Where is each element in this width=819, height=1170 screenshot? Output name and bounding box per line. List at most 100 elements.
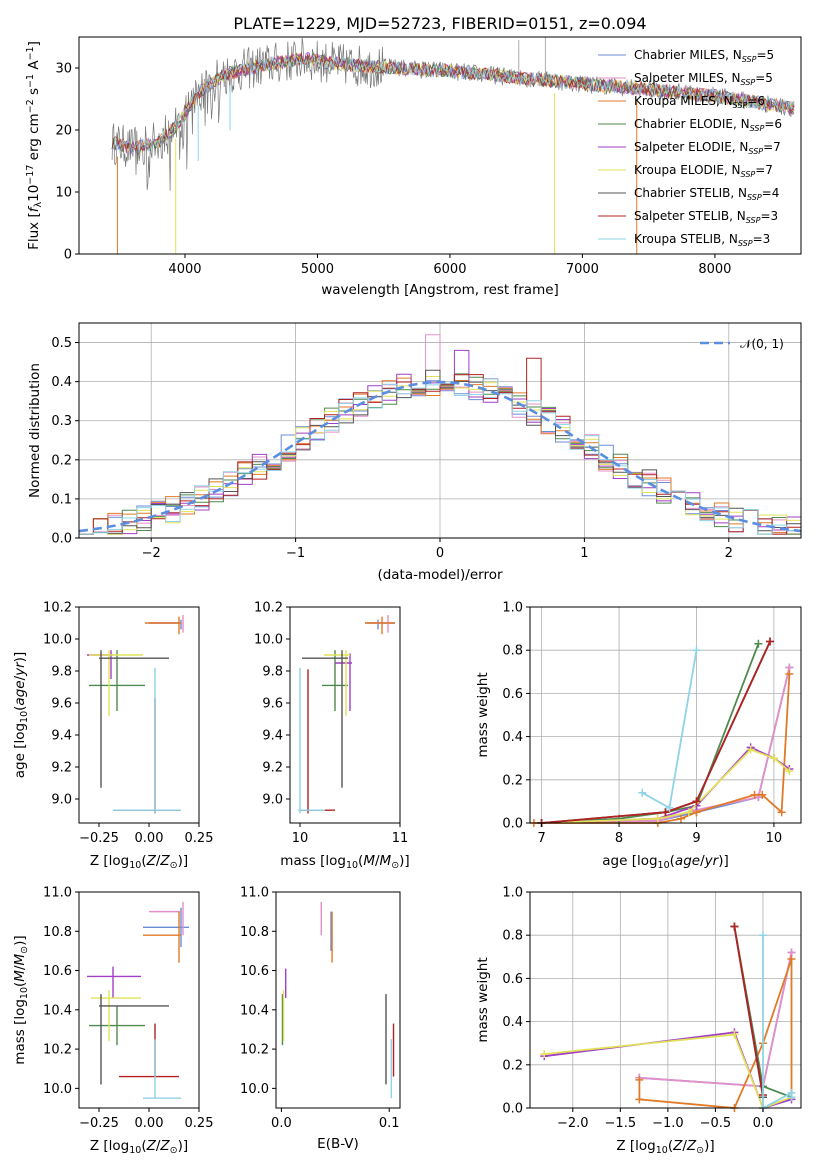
weight-line [733, 926, 764, 1096]
x-tick-label: 4000 [168, 262, 201, 277]
weight-marker [638, 788, 647, 797]
x-tick-label: 8000 [698, 262, 731, 277]
x-axis-label: mass [log10(M/M⊙)] [280, 853, 409, 871]
weight-line [541, 641, 771, 824]
x-tick-label: −0.25 [79, 1116, 119, 1131]
y-axis-label: age [log10(age/yr)] [12, 652, 30, 778]
y-tick-label: 0.2 [502, 773, 523, 788]
plot-area [78, 334, 802, 535]
axes: −2 −1 0 1 2 0.0 0.1 0.2 0.3 0.4 0.5 [51, 322, 802, 561]
plot-area [540, 922, 796, 1112]
x-tick-label: 11 [392, 831, 409, 846]
y-tick-label: 10.2 [43, 1043, 72, 1058]
legend-label: Salpeter STELIB, NSSP=3 [634, 209, 778, 225]
legend-label: Salpeter ELODIE, NSSP=7 [634, 140, 781, 156]
chart-age-vs-z: −0.25 0.00 0.25 9.0 9.2 9.4 9.6 9.8 10.0 10.2 Z [l… [12, 601, 213, 872]
weight-marker [787, 1093, 796, 1102]
weight-marker [746, 745, 755, 754]
x-tick-label: −2.0 [557, 1116, 589, 1131]
x-axis-label: Z [log10(Z/Z⊙)] [90, 1138, 188, 1156]
normal-curve [78, 380, 802, 533]
axes-frame [78, 36, 802, 255]
y-tick-label: 10.0 [240, 1082, 269, 1097]
weight-line [541, 748, 790, 824]
y-tick-label: 10.2 [240, 1043, 269, 1058]
y-tick-label: 0.0 [502, 817, 523, 832]
x-tick-label: 6000 [433, 262, 466, 277]
y-tick-label: 0.6 [502, 687, 523, 702]
weight-marker [758, 790, 767, 799]
y-tick-label: 0.8 [502, 644, 523, 659]
y-tick-label: 0.2 [502, 1058, 523, 1073]
x-axis-label: E(B-V) [317, 1136, 359, 1152]
y-tick-label: 11.0 [240, 886, 269, 901]
x-tick-label: 10 [292, 831, 309, 846]
plot-area [111, 37, 795, 254]
chart-mass-vs-ebv: 0.0 0.1 10.0 10.2 10.4 10.6 10.8 11.0 [240, 886, 401, 1131]
weight-line [544, 1033, 792, 1110]
y-tick-label: 9.0 [51, 793, 72, 808]
y-tick-label: 10.0 [43, 1082, 72, 1097]
weight-marker [540, 1050, 549, 1058]
y-axis-label: Flux [fλ10−17 erg cm−2 s−1 A−1] [25, 41, 44, 250]
y-tick-label: 0.5 [51, 336, 72, 351]
axes-frame [289, 606, 401, 824]
y-tick-label: 10.0 [254, 633, 283, 648]
weight-line [541, 667, 791, 824]
y-tick-label: 10.0 [43, 633, 72, 648]
plot-area [298, 615, 395, 814]
y-tick-label: 9.0 [262, 793, 283, 808]
x-tick-label: 0.00 [135, 831, 164, 846]
y-tick-label: 9.6 [262, 697, 283, 712]
chart-weight-vs-age: 7 8 9 10 0.0 0.2 0.4 0.6 0.8 1.0 age [log10(age/yr… [475, 601, 802, 871]
y-axis-label: mass weight [475, 672, 491, 757]
chart-mass-vs-z: −0.25 0.00 0.25 10.0 10.2 10.4 10.6 10.8 11.0 Z [… [12, 886, 213, 1157]
weight-line [641, 650, 698, 810]
weight-marker [758, 931, 767, 940]
axes: −0.25 0.00 0.25 10.0 10.2 10.4 10.6 10.8 11.0 [43, 886, 213, 1132]
x-tick-label: 9 [692, 831, 700, 846]
y-tick-label: 1.0 [502, 601, 523, 616]
y-tick-label: 0 [64, 248, 72, 263]
histogram-step [79, 378, 801, 535]
y-axis-label: Normed distribution [27, 363, 43, 498]
x-tick-label: 7 [537, 831, 545, 846]
weight-marker [769, 754, 778, 763]
x-tick-label: −1.5 [605, 1116, 637, 1131]
axes: −0.25 0.00 0.25 9.0 9.2 9.4 9.6 9.8 10.0 10.2 [43, 601, 213, 847]
plot-area [87, 615, 184, 814]
x-tick-label: 0.00 [135, 1116, 164, 1131]
y-tick-label: 9.8 [262, 665, 283, 680]
weight-marker [676, 814, 685, 823]
axes-frame [529, 891, 802, 1109]
y-tick-label: 0.6 [502, 972, 523, 987]
weight-marker [785, 669, 794, 678]
legend-label: Salpeter MILES, NSSP=5 [634, 71, 773, 87]
y-tick-label: 0.4 [502, 1015, 523, 1030]
y-tick-label: 9.4 [262, 729, 283, 744]
weight-marker [653, 814, 662, 823]
y-tick-label: 10.8 [43, 925, 72, 940]
y-tick-label: 0.4 [51, 375, 72, 390]
y-tick-label: 0.3 [51, 414, 72, 429]
weight-marker [766, 637, 775, 646]
y-tick-label: 0.8 [502, 929, 523, 944]
weight-marker [777, 808, 786, 817]
weight-marker [635, 1095, 644, 1104]
axes: 4000 5000 6000 7000 8000 0 10 20 30 [55, 36, 802, 277]
x-axis-label: wavelength [Angstrom, rest frame] [321, 282, 559, 298]
figure-title: PLATE=1229, MJD=52723, FIBERID=0151, z=0… [233, 14, 646, 33]
weight-marker [750, 790, 759, 799]
x-tick-label: −0.25 [79, 831, 119, 846]
axes-frame [78, 891, 200, 1109]
y-axis-label: mass weight [475, 957, 491, 1042]
axes-frame [78, 606, 200, 824]
y-tick-label: 9.2 [262, 761, 283, 776]
legend-label: Kroupa STELIB, NSSP=3 [634, 232, 770, 248]
chart-residuals: −2 −1 0 1 2 0.0 0.1 0.2 0.3 0.4 0.5 𝒩(0, 1) (data-mo… [27, 322, 802, 583]
x-axis-label: Z [log10(Z/Z⊙)] [90, 853, 188, 871]
y-tick-label: 10 [55, 186, 72, 201]
y-tick-label: 0.4 [502, 730, 523, 745]
weight-marker [692, 646, 701, 655]
